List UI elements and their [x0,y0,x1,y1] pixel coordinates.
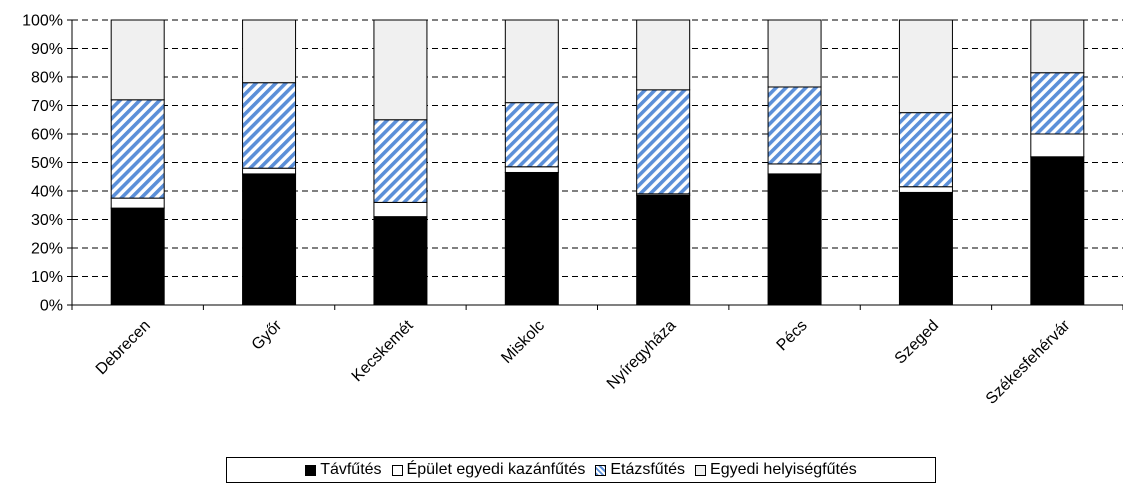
y-axis: 0% 10% 20% 30% 40% 50% 60% 70% 80% 90% 100% [22,13,73,315]
bar-segment-tavfutes [110,207,165,306]
bar-segment-epulet-egyedi-kazanfutes [898,186,953,193]
x-category-label: Pécs [774,317,811,354]
y-tick-label: 30% [31,212,63,229]
bar-segment-egyedi-helyisegfutes [1030,19,1085,74]
bar-segment-egyedi-helyisegfutes [504,19,559,104]
bar-segment-egyedi-helyisegfutes [636,19,691,91]
bar-segment-epulet-egyedi-kazanfutes [504,166,559,173]
y-tick-label: 70% [31,98,63,115]
bar-segment-epulet-egyedi-kazanfutes [767,163,822,175]
legend-item-tavfutes: Távfűtés [305,461,382,479]
bar-segment-etazsfutes [636,89,691,195]
y-tick-label: 90% [31,41,63,58]
bar-segment-etazsfutes [242,82,297,169]
bar-segment-egyedi-helyisegfutes [898,19,953,114]
bar-segment-tavfutes [636,194,691,306]
legend-label-etazsfutes: Etázsfűtés [610,461,686,478]
bar-segment-egyedi-helyisegfutes [373,19,428,121]
legend-swatch-epulet-egyedi-kazanfutes [391,464,403,476]
bar-segment-tavfutes [242,173,297,306]
legend-label-egyedi-helyisegfutes: Egyedi helyiségfűtés [710,461,857,478]
bar-segment-epulet-egyedi-kazanfutes [373,201,428,218]
bar-segment-tavfutes [504,171,559,306]
legend-swatch-egyedi-helyisegfutes [695,464,707,476]
legend-label-epulet-egyedi-kazanfutes: Épület egyedi kazánfűtés [406,461,586,478]
legend: Távfűtés Épület egyedi kazánfűtés Etázsf… [226,457,936,483]
x-category-label: Győr [249,317,286,354]
bar-segment-epulet-egyedi-kazanfutes [242,167,297,175]
gridlines [72,19,1123,277]
bar-segment-etazsfutes [898,112,953,188]
x-category-label: Miskolc [498,317,548,367]
legend-item-etazsfutes: Etázsfűtés [595,461,685,479]
x-category-label: Székesfehérvár [983,317,1074,408]
legend-item-egyedi-helyisegfutes: Egyedi helyiségfűtés [695,461,857,479]
stacked-bar-chart: 0% 10% 20% 30% 40% 50% 60% 70% 80% 90% 100% Debrec… [22,13,1123,408]
y-tick-label: 80% [31,70,63,87]
y-tick-label: 100% [22,13,63,30]
bar-segment-etazsfutes [504,102,559,168]
x-category-label: Nyíregyháza [604,317,680,393]
bars [110,19,1085,306]
y-tick-label: 50% [31,155,63,172]
legend-swatch-etazsfutes [595,464,607,476]
bar-segment-tavfutes [767,173,822,306]
bar-segment-etazsfutes [767,86,822,165]
x-category-label: Szeged [892,317,942,367]
bar-segment-etazsfutes [110,99,165,199]
x-category-label: Debrecen [93,317,154,378]
y-tick-label: 0% [40,298,63,315]
bar-segment-epulet-egyedi-kazanfutes [1030,133,1085,158]
bar-segment-etazsfutes [1030,72,1085,135]
bar-segment-egyedi-helyisegfutes [242,19,297,84]
legend-label-tavfutes: Távfűtés [320,461,382,478]
y-tick-label: 20% [31,241,63,258]
x-axis: Debrecen Győr Kecskemét Miskolc Nyíregyháza P… [71,304,1123,408]
bar-segment-etazsfutes [373,119,428,203]
bar-segment-egyedi-helyisegfutes [110,19,165,101]
y-tick-label: 40% [31,184,63,201]
legend-swatch-tavfutes [305,464,317,476]
bar-segment-tavfutes [373,216,428,306]
y-tick-label: 10% [31,269,63,286]
bar-segment-tavfutes [1030,156,1085,306]
y-tick-label: 60% [31,127,63,144]
bar-segment-egyedi-helyisegfutes [767,19,822,88]
x-category-label: Kecskemét [349,317,417,385]
bar-segment-epulet-egyedi-kazanfutes [110,197,165,209]
bar-segment-tavfutes [898,191,953,306]
legend-item-epulet-egyedi-kazanfutes: Épület egyedi kazánfűtés [391,461,586,479]
